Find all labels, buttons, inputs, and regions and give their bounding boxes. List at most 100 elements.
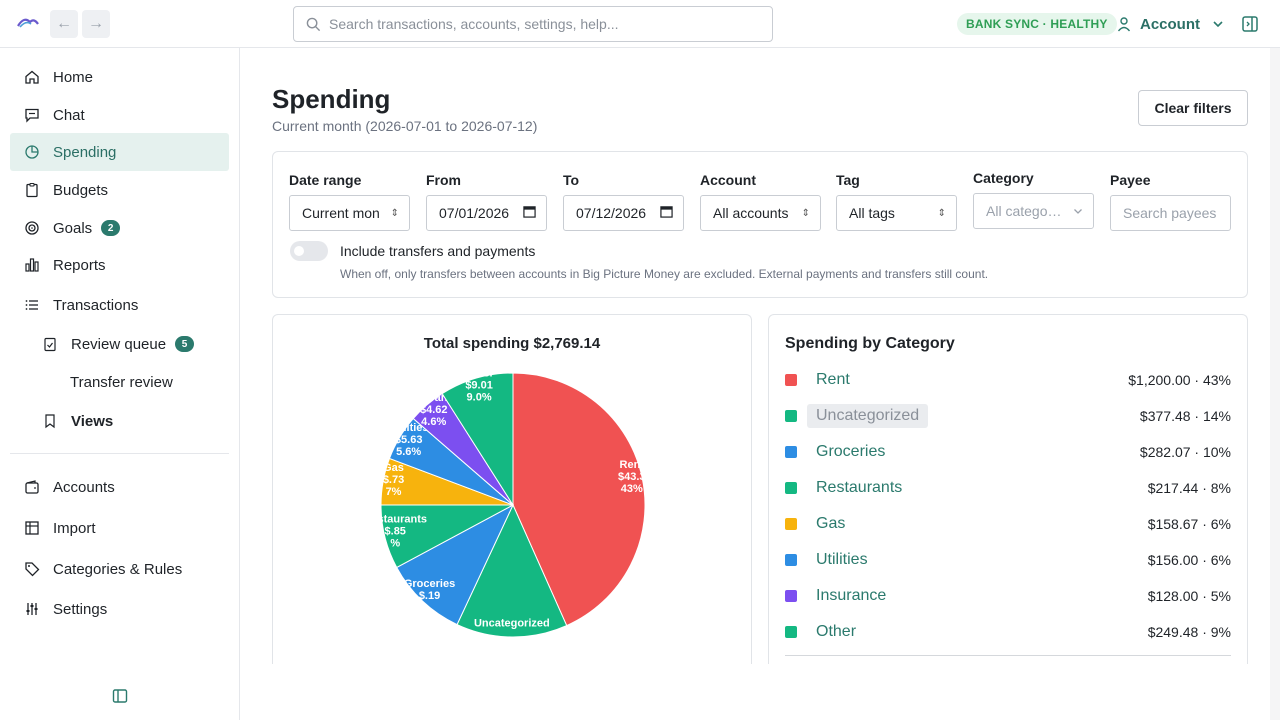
review-count-badge: 5 <box>175 336 195 352</box>
pie-slice-rent[interactable] <box>512 372 646 627</box>
calendar-icon[interactable] <box>660 205 673 221</box>
account-menu-button[interactable]: Account <box>1116 12 1224 36</box>
goals-count-badge: 2 <box>101 220 121 236</box>
from-label: From <box>426 172 461 188</box>
tag-select[interactable]: All tags ⇕ <box>836 195 957 231</box>
sidebar-item-transactions[interactable]: Transactions <box>10 286 229 324</box>
sidebar-item-spending[interactable]: Spending <box>10 133 229 171</box>
category-name-link[interactable]: Insurance <box>816 587 887 604</box>
payee-placeholder: Search payees <box>1123 205 1217 221</box>
sidebar-item-goals[interactable]: Goals 2 <box>10 209 229 247</box>
pie-slice-uncategorized[interactable] <box>456 503 568 638</box>
search-input[interactable]: Search transactions, accounts, settings,… <box>293 6 773 42</box>
pie-slice-other[interactable] <box>441 372 514 507</box>
sidebar-item-settings[interactable]: Settings <box>10 590 229 628</box>
pie-slice-label: Other $9.01 9.0% <box>464 367 494 403</box>
category-breakdown-title: Spending by Category <box>785 335 955 352</box>
sidebar-item-budgets[interactable]: Budgets <box>10 171 229 209</box>
wallet-icon <box>24 479 40 495</box>
from-date-input[interactable]: 07/01/2026 <box>426 195 547 231</box>
sidebar-item-import[interactable]: Import <box>10 509 229 547</box>
category-value: $128.00 · 5% <box>1147 588 1231 604</box>
sidebar-item-home[interactable]: Home <box>10 58 229 96</box>
sidebar-item-review-queue[interactable]: Review queue 5 <box>10 325 229 363</box>
clear-filters-button[interactable]: Clear filters <box>1138 90 1248 126</box>
category-swatch <box>785 446 797 458</box>
category-row[interactable]: Uncategorized $377.48 · 14% <box>785 401 1231 431</box>
chevron-down-icon <box>1213 21 1223 28</box>
category-value: $249.48 · 9% <box>1147 624 1231 640</box>
account-value: All accounts <box>713 205 789 221</box>
to-date-value: 07/12/2026 <box>576 205 647 221</box>
to-date-filter: To 07/12/2026 <box>563 172 684 231</box>
sidebar-item-label: Chat <box>53 106 85 124</box>
category-value: $158.67 · 6% <box>1147 516 1231 532</box>
sidebar: Home Chat Spending Budgets Goals 2 Repor… <box>0 48 240 720</box>
bank-sync-status-badge[interactable]: BANK SYNC · HEALTHY <box>957 13 1117 35</box>
back-button[interactable]: ← <box>50 10 78 38</box>
sidebar-divider <box>10 453 229 454</box>
payee-search-input[interactable]: Search payees <box>1110 195 1231 231</box>
sidebar-item-label: Categories & Rules <box>53 560 183 578</box>
page-title: Spending <box>272 84 391 114</box>
sidebar-item-label: Spending <box>53 143 117 161</box>
forward-button[interactable]: → <box>82 10 110 38</box>
category-row[interactable]: Other $249.48 · 9% <box>785 617 1231 647</box>
spending-pie-chart: Rent $43.3 43% Uncategorized Groceries $.19 Re… <box>363 367 646 638</box>
side-panel-toggle-icon[interactable] <box>1241 15 1259 33</box>
category-swatch <box>785 554 797 566</box>
category-value: $377.48 · 14% <box>1139 408 1231 424</box>
sidebar-item-accounts[interactable]: Accounts <box>10 468 229 506</box>
category-row[interactable]: Insurance $128.00 · 5% <box>785 581 1231 611</box>
sidebar-collapse-icon[interactable] <box>112 688 128 704</box>
include-transfers-label: Include transfers and payments <box>340 243 536 259</box>
select-arrows-icon: ⇕ <box>801 207 810 219</box>
sidebar-item-transfer-review[interactable]: Transfer review <box>10 363 229 401</box>
sidebar-item-reports[interactable]: Reports <box>10 246 229 284</box>
scrollbar[interactable] <box>1270 48 1280 720</box>
to-date-input[interactable]: 07/12/2026 <box>563 195 684 231</box>
category-value: $217.44 · 8% <box>1147 480 1231 496</box>
pie-slice-groceries[interactable] <box>396 503 515 626</box>
category-name-link[interactable]: Other <box>816 623 857 640</box>
category-name-link[interactable]: Utilities <box>816 551 868 568</box>
tag-filter-label: Tag <box>836 172 860 188</box>
category-row[interactable]: Restaurants $217.44 · 8% <box>785 473 1231 503</box>
sidebar-item-views[interactable]: Views <box>10 402 229 440</box>
category-name-link[interactable]: Restaurants <box>816 479 903 496</box>
sidebar-item-categories-rules[interactable]: Categories & Rules <box>10 550 229 588</box>
category-row[interactable]: Groceries $282.07 · 10% <box>785 437 1231 467</box>
date-range-select[interactable]: Current month ⇕ <box>289 195 410 231</box>
account-select[interactable]: All accounts ⇕ <box>700 195 821 231</box>
app-logo-icon[interactable] <box>16 12 40 32</box>
include-transfers-toggle[interactable] <box>290 241 328 261</box>
bar-chart-icon <box>24 257 40 273</box>
pie-slice-label: Uncategorized <box>474 617 550 629</box>
category-value: All categories <box>986 203 1066 219</box>
clipboard-check-icon <box>42 336 58 352</box>
payee-filter-label: Payee <box>1110 172 1151 188</box>
category-name-link[interactable]: Groceries <box>816 443 886 460</box>
sidebar-item-chat[interactable]: Chat <box>10 96 229 134</box>
category-row[interactable]: Rent $1,200.00 · 43% <box>785 365 1231 395</box>
category-swatch <box>785 410 797 422</box>
home-icon <box>24 69 40 85</box>
arrow-right-icon: → <box>88 15 104 32</box>
category-value: $282.07 · 10% <box>1139 444 1231 460</box>
search-placeholder: Search transactions, accounts, settings,… <box>329 16 619 32</box>
target-icon <box>24 220 40 236</box>
sidebar-item-label: Accounts <box>53 478 115 496</box>
calendar-icon[interactable] <box>523 205 536 221</box>
category-swatch <box>785 626 797 638</box>
sidebar-item-label: Views <box>71 412 114 430</box>
category-row[interactable]: Utilities $156.00 · 6% <box>785 545 1231 575</box>
category-name-link[interactable]: Rent <box>816 371 850 388</box>
category-value: $156.00 · 6% <box>1147 552 1231 568</box>
category-name-link[interactable]: Gas <box>816 515 846 532</box>
category-swatch <box>785 590 797 602</box>
category-breakdown-card: Spending by Category Rent $1,200.00 · 43%… <box>768 314 1248 664</box>
category-select[interactable]: All categories <box>973 193 1094 229</box>
category-name-link[interactable]: Uncategorized <box>807 404 929 428</box>
main-content: Spending Current month (2026-07-01 to 20… <box>240 48 1280 720</box>
category-row[interactable]: Gas $158.67 · 6% <box>785 509 1231 539</box>
